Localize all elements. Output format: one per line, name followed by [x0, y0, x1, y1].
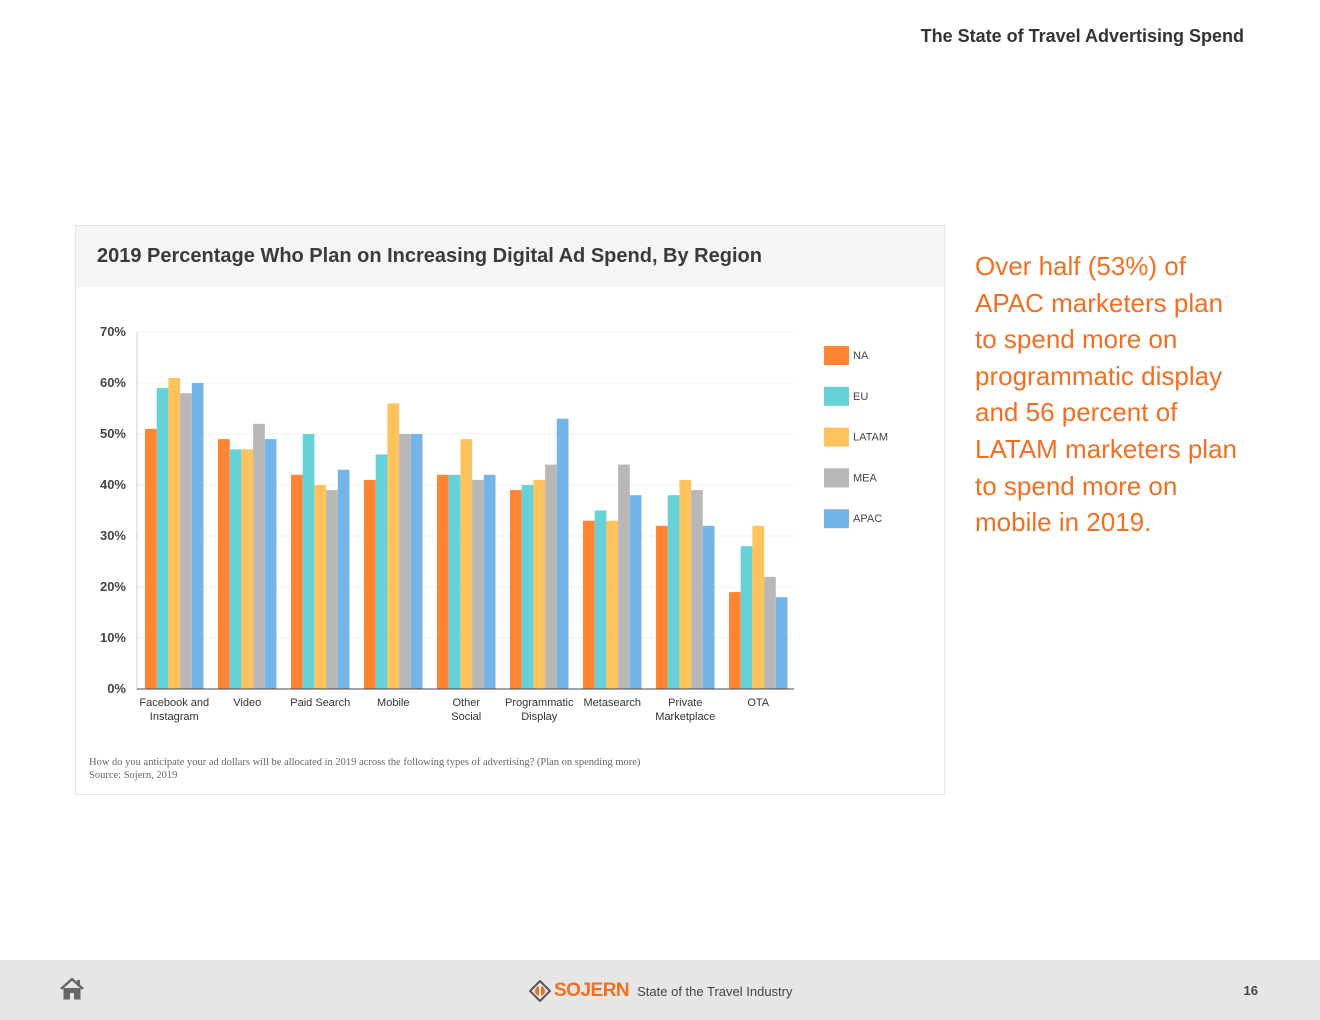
callout-text: Over half (53%) of APAC marketers plan t… [975, 251, 1238, 538]
bar [218, 439, 230, 689]
bar [545, 464, 557, 689]
bar [291, 474, 303, 689]
legend-label: NA [853, 350, 869, 362]
bar [437, 474, 449, 689]
survey-question: How do you anticipate your ad dollars wi… [89, 757, 641, 768]
bar [410, 434, 423, 689]
legend-label: EU [853, 391, 868, 403]
bar [618, 464, 630, 689]
bar [168, 377, 181, 689]
x-tick-label: Marketplace [655, 711, 715, 723]
home-icon[interactable] [58, 976, 86, 1002]
x-tick-label: Other [452, 697, 480, 709]
y-tick-label: 20% [100, 579, 126, 594]
legend-label: MEA [853, 472, 878, 484]
legend-swatch [824, 386, 849, 406]
bar [399, 434, 411, 689]
legend-swatch [824, 468, 849, 488]
bar [656, 525, 668, 689]
x-tick-label: Private [668, 697, 702, 709]
bar [764, 576, 776, 689]
bar [145, 428, 157, 689]
brand-name: SOJERN [554, 980, 630, 1001]
bar [460, 439, 473, 689]
legend-swatch [824, 509, 849, 529]
x-tick-label: Instagram [150, 711, 199, 723]
chart-card: 2019 Percentage Who Plan on Increasing D… [75, 225, 945, 795]
x-tick-label: Programmatic [505, 697, 574, 709]
bar [191, 383, 204, 689]
bar [533, 479, 546, 689]
bar [483, 474, 496, 689]
y-tick-label: 0% [107, 681, 126, 696]
x-tick-label: Display [521, 711, 558, 723]
y-tick-label: 30% [100, 528, 126, 543]
chart-footnote: How do you anticipate your ad dollars wi… [89, 756, 640, 782]
bar [775, 597, 788, 689]
bar [229, 449, 242, 689]
bar [679, 479, 692, 689]
footer-subtitle: State of the Travel Industry [637, 983, 793, 999]
bar [556, 418, 569, 689]
bar [667, 495, 680, 689]
x-tick-label: Video [233, 697, 261, 709]
bar [364, 479, 376, 689]
bar [337, 469, 350, 689]
y-tick-label: 10% [100, 630, 126, 645]
chart-source: Source: Sojern, 2019 [89, 770, 178, 781]
bar [180, 393, 192, 689]
footer: SOJERN State of the Travel Industry 16 [0, 960, 1320, 1020]
bar [740, 546, 753, 689]
bar [702, 525, 715, 689]
bar [156, 388, 169, 689]
bar [629, 495, 642, 689]
bar [521, 485, 534, 689]
bar [314, 485, 327, 689]
bar [375, 454, 388, 689]
legend-label: APAC [853, 513, 882, 525]
y-tick-label: 50% [100, 426, 126, 441]
legend-swatch [824, 427, 849, 447]
bar [729, 592, 741, 689]
bar-chart: 0% 10% 20% 30% 40% 50% 60% 70% Facebook and Insta… [100, 324, 888, 723]
legend-swatch [824, 346, 849, 365]
bar [583, 520, 595, 689]
y-tick-label: 70% [100, 324, 126, 339]
bar [264, 439, 277, 689]
bar [387, 403, 400, 689]
page-header-title: The State of Travel Advertising Spend [920, 26, 1244, 46]
legend-label: LATAM [853, 432, 888, 444]
bar [253, 423, 265, 689]
bar [302, 434, 315, 689]
sojern-brand: SOJERN State of the Travel Industry [528, 978, 793, 1004]
bar [326, 490, 338, 689]
bar [472, 479, 484, 689]
bar [606, 520, 619, 689]
bar [691, 490, 703, 689]
bar [594, 510, 607, 689]
x-tick-label: Social [451, 711, 481, 723]
x-tick-label: Metasearch [584, 697, 641, 709]
y-tick-label: 40% [100, 477, 126, 492]
x-tick-label: Facebook and [139, 697, 209, 709]
y-tick-label: 60% [100, 375, 126, 390]
sojern-logo-icon [528, 979, 552, 1003]
bar [448, 474, 461, 689]
bar [752, 525, 765, 689]
x-tick-label: OTA [747, 697, 769, 709]
chart-title: 2019 Percentage Who Plan on Increasing D… [97, 245, 762, 267]
x-tick-label: Paid Search [290, 697, 350, 709]
bar [510, 490, 522, 689]
x-tick-label: Mobile [377, 697, 409, 709]
page-number: 16 [1243, 983, 1258, 998]
chart-title-bar: 2019 Percentage Who Plan on Increasing D… [76, 226, 944, 287]
bar [241, 449, 254, 689]
